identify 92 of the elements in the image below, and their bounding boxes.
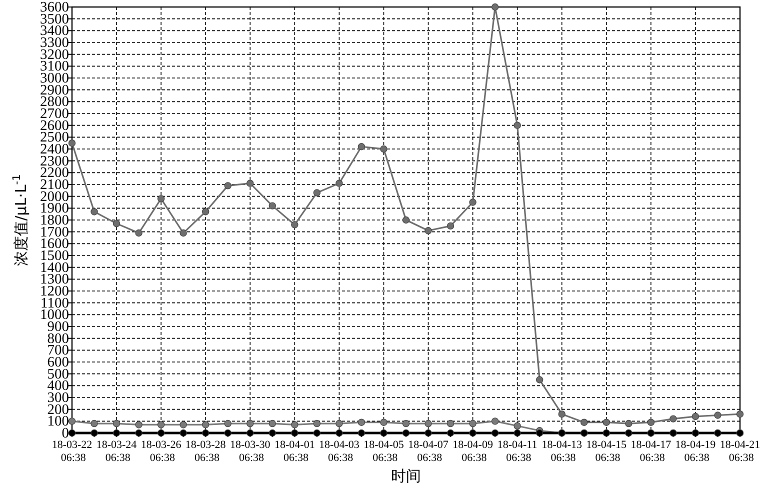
point — [402, 429, 410, 437]
point — [446, 222, 454, 230]
point — [246, 429, 254, 437]
x-tick-label: 18-04-09 06:38 — [452, 439, 494, 464]
point — [268, 202, 276, 210]
point — [246, 180, 254, 187]
point — [112, 220, 120, 228]
point — [135, 421, 142, 428]
x-tick-label: 18-04-03 06:38 — [319, 439, 360, 464]
point — [625, 420, 632, 428]
point — [90, 429, 98, 437]
point — [491, 3, 499, 11]
point — [224, 182, 232, 190]
point — [180, 421, 187, 428]
point — [402, 216, 410, 224]
point — [602, 418, 610, 426]
point — [446, 420, 454, 428]
point — [202, 429, 210, 437]
point — [336, 180, 343, 187]
point — [180, 229, 187, 237]
point — [291, 221, 298, 228]
point — [580, 418, 588, 426]
point — [135, 429, 142, 437]
point — [202, 421, 210, 428]
point — [336, 429, 343, 437]
x-axis-title: 时间 — [391, 467, 421, 485]
point — [424, 429, 432, 437]
x-tick-label: 18-04-13 06:38 — [542, 439, 583, 464]
point — [692, 412, 700, 420]
point — [514, 422, 521, 430]
point — [202, 208, 210, 216]
x-tick-label: 18-04-15 06:38 — [586, 439, 628, 464]
x-tick-label: 18-03-30 06:38 — [230, 439, 271, 464]
point — [336, 420, 343, 428]
point — [291, 429, 298, 437]
x-tick-label: 18-03-22 06:38 — [52, 439, 92, 464]
point — [90, 420, 98, 428]
point — [224, 429, 232, 437]
point — [714, 412, 722, 419]
point — [424, 420, 432, 428]
point — [313, 420, 321, 428]
point — [180, 429, 187, 437]
point — [68, 418, 76, 425]
x-tick-label: 18-04-11 06:38 — [497, 439, 538, 464]
point — [358, 429, 366, 437]
x-tick-label: 18-04-17 06:38 — [630, 439, 672, 464]
point — [246, 420, 254, 428]
point — [446, 429, 454, 437]
point — [157, 195, 165, 202]
point — [402, 420, 410, 428]
x-tick-label: 18-04-07 06:38 — [408, 439, 449, 464]
point — [491, 429, 499, 437]
point — [313, 189, 321, 196]
point — [313, 429, 321, 437]
point — [670, 415, 677, 422]
point — [536, 376, 544, 384]
point — [135, 229, 142, 237]
point — [380, 418, 388, 426]
point — [268, 420, 276, 428]
x-tick-label: 18-04-21 06:38 — [720, 439, 760, 464]
x-tick-label: 18-03-24 06:38 — [96, 439, 138, 464]
point — [469, 198, 476, 206]
point — [491, 418, 499, 425]
x-tick-label: 18-04-01 06:38 — [274, 439, 315, 464]
point — [90, 208, 98, 216]
point — [68, 139, 76, 147]
x-tick-label: 18-04-05 06:38 — [364, 439, 404, 464]
point — [112, 420, 120, 428]
point — [469, 429, 476, 437]
point — [514, 122, 521, 129]
point — [224, 420, 232, 428]
point — [358, 418, 366, 426]
x-tick-label: 18-03-26 06:38 — [140, 439, 182, 464]
point — [268, 429, 276, 437]
point — [380, 145, 388, 153]
point — [380, 429, 388, 437]
point — [68, 429, 76, 437]
point — [469, 420, 476, 428]
point — [358, 143, 366, 150]
point — [536, 429, 544, 437]
point — [424, 227, 432, 234]
point — [291, 421, 298, 428]
point — [647, 418, 655, 426]
y-tick-label: 0 — [62, 426, 69, 442]
point — [157, 429, 165, 437]
point — [157, 421, 165, 428]
point — [514, 429, 521, 437]
point — [736, 410, 744, 418]
x-tick-label: 18-03-28 06:38 — [185, 439, 226, 464]
point — [112, 429, 120, 437]
x-tick-label: 18-04-19 06:38 — [675, 439, 716, 464]
point — [558, 410, 566, 418]
